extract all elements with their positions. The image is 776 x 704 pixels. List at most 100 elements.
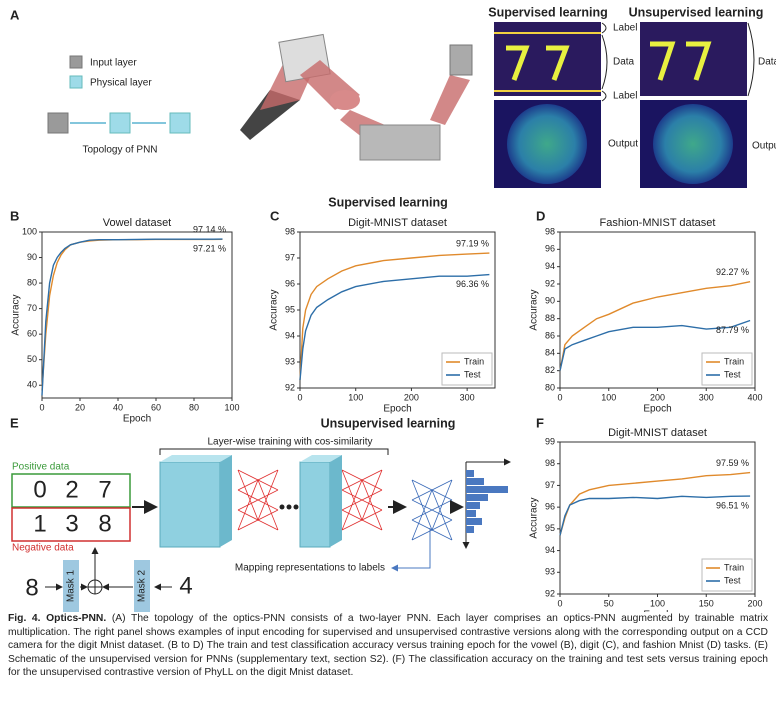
digit: 2 (65, 476, 78, 503)
chart-title: Digit-MNIST dataset (608, 427, 707, 439)
y-tick-label: 95 (285, 304, 295, 314)
legend-text: Physical layer (90, 78, 152, 89)
line-series (41, 238, 223, 391)
x-tick-label: 200 (747, 598, 762, 608)
x-tick-label: 200 (650, 392, 665, 402)
input-images (494, 22, 755, 188)
section-title: Unsupervised learning (321, 416, 456, 430)
legend-text: Input layer (90, 58, 137, 69)
x-axis-label: Epoch (643, 404, 671, 415)
mask-label: Mask 2 (137, 569, 148, 602)
y-tick-label: 98 (545, 226, 555, 236)
panel-label: B (10, 208, 19, 223)
y-tick-label: 80 (27, 277, 37, 287)
y-tick-label: 93 (545, 567, 555, 577)
image-label: Output (608, 139, 638, 150)
digit: 4 (179, 572, 192, 599)
panel-label: D (536, 208, 545, 223)
digit: 0 (33, 476, 46, 503)
plot-frame (41, 231, 233, 399)
digit: 8 (98, 510, 111, 537)
digit: 7 (98, 476, 111, 503)
positive-label: Positive data (12, 462, 70, 473)
end-annotation: 97.21 % (193, 244, 226, 254)
x-tick-label: 0 (557, 598, 562, 608)
x-tick-label: 100 (601, 392, 616, 402)
x-tick-label: 200 (404, 392, 419, 402)
panel-a-subtitle: Unsupervised learning (629, 5, 764, 19)
line-series (559, 495, 751, 536)
caption-label: Fig. 4. Optics-PNN. (8, 613, 107, 624)
panel-label: A (10, 7, 20, 22)
y-tick-label: 80 (545, 382, 555, 392)
y-tick-label: 90 (27, 252, 37, 262)
legend-label: Train (724, 562, 744, 572)
training-label: Layer-wise training with cos-similarity (207, 437, 372, 448)
end-annotation: 97.59 % (716, 458, 749, 468)
y-tick-label: 94 (545, 261, 555, 271)
y-tick-label: 96 (545, 502, 555, 512)
legend-label: Train (464, 356, 484, 366)
end-annotation: 96.51 % (716, 500, 749, 510)
image-label: Label (613, 23, 637, 34)
image-label: Data (758, 57, 776, 68)
x-tick-label: 60 (151, 402, 161, 412)
line-series (299, 273, 490, 381)
network-diagram (159, 448, 511, 572)
y-tick-label: 92 (545, 278, 555, 288)
image-label: Data (613, 57, 635, 68)
y-tick-label: 100 (22, 226, 37, 236)
y-tick-label: 98 (545, 458, 555, 468)
caption-text: (A) The topology of the optics-PNN consi… (8, 613, 768, 679)
chart-title: Fashion-MNIST dataset (600, 217, 716, 229)
x-tick-label: 100 (224, 402, 239, 412)
legend-label: Train (724, 356, 744, 366)
caption: Fig. 4. Optics-PNN. (A) The topology of … (8, 612, 768, 680)
y-tick-label: 96 (285, 278, 295, 288)
image-label: Output (752, 141, 776, 152)
legend-label: Test (724, 575, 741, 585)
line-series (559, 319, 751, 371)
x-tick-label: 400 (747, 392, 762, 402)
y-tick-label: 92 (285, 382, 295, 392)
figure: A Input layer Physical layer Topology of… (10, 5, 776, 620)
y-tick-label: 50 (27, 354, 37, 364)
image-label: Label (613, 91, 637, 102)
y-tick-label: 98 (285, 226, 295, 236)
topology-label: Topology of PNN (82, 145, 157, 156)
y-tick-label: 94 (285, 330, 295, 340)
x-tick-label: 300 (699, 392, 714, 402)
y-tick-label: 40 (27, 380, 37, 390)
x-tick-label: 0 (557, 392, 562, 402)
x-tick-label: 80 (189, 402, 199, 412)
y-tick-label: 97 (285, 252, 295, 262)
end-annotation: 97.14 % (193, 225, 226, 235)
y-axis-label: Accuracy (269, 289, 280, 330)
digit: 8 (25, 574, 38, 601)
y-tick-label: 82 (545, 365, 555, 375)
legend-box (701, 558, 753, 592)
y-tick-label: 92 (545, 588, 555, 598)
end-annotation: 92.27 % (716, 267, 749, 277)
panel-label: F (536, 415, 544, 430)
y-axis-label: Accuracy (11, 294, 22, 335)
digit: 3 (65, 510, 78, 537)
legend-box (441, 352, 493, 386)
mapping-label: Mapping representations to labels (235, 563, 385, 574)
y-tick-label: 86 (545, 330, 555, 340)
legend-cubes (69, 55, 83, 89)
chart-title: Vowel dataset (103, 217, 172, 229)
line-series (41, 238, 223, 396)
y-axis-label: Accuracy (529, 497, 540, 538)
end-annotation: 96.36 % (456, 279, 489, 289)
y-tick-label: 99 (545, 436, 555, 446)
chart-title: Digit-MNIST dataset (348, 217, 447, 229)
y-tick-label: 97 (545, 480, 555, 490)
mask-label: Mask 1 (66, 569, 77, 602)
x-tick-label: 20 (75, 402, 85, 412)
x-tick-label: 150 (699, 598, 714, 608)
line-series (559, 281, 751, 371)
y-tick-label: 88 (545, 313, 555, 323)
data-boxes (11, 473, 172, 612)
